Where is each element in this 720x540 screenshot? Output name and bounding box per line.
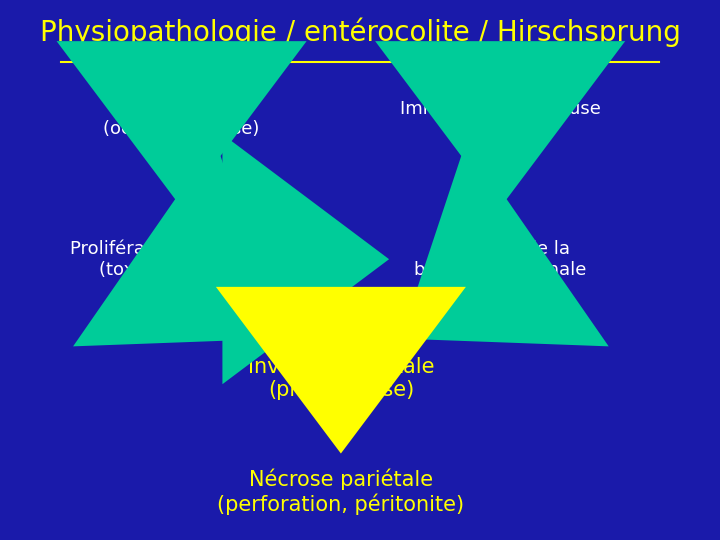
- Text: Immaturité muqueuse
néonatale: Immaturité muqueuse néonatale: [400, 99, 600, 138]
- Text: Stase fécale
(occlusion basse): Stase fécale (occlusion basse): [104, 99, 260, 138]
- Text: Invasion pariétale
(pneumatose): Invasion pariétale (pneumatose): [248, 356, 434, 400]
- Text: Altération de la
barrière intestinale: Altération de la barrière intestinale: [414, 240, 586, 279]
- Text: Nécrose pariétale
(perforation, péritonite): Nécrose pariétale (perforation, péritoni…: [217, 468, 464, 515]
- Text: Physiopathologie / entérocolite / Hirschsprung: Physiopathologie / entérocolite / Hirsch…: [40, 18, 680, 47]
- Text: Prolifération bactérienne
(toxines, invasion): Prolifération bactérienne (toxines, inva…: [70, 240, 293, 279]
